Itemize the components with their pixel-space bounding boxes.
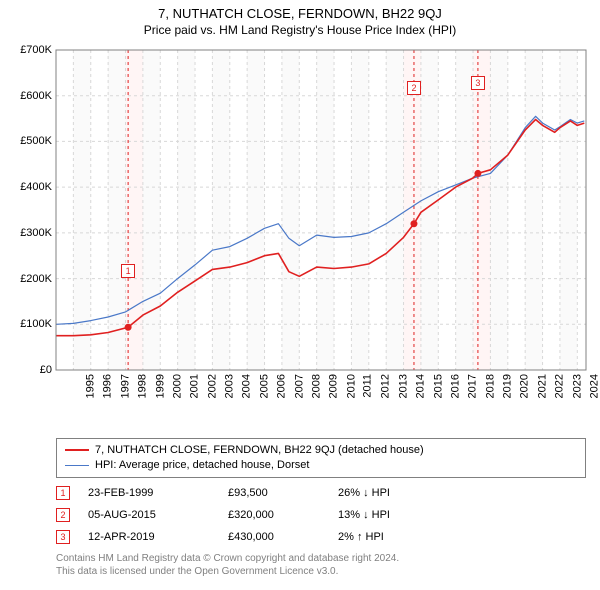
- attribution-line1: Contains HM Land Registry data © Crown c…: [56, 552, 586, 565]
- y-axis-label: £600K: [20, 90, 52, 102]
- sale-number-badge: 3: [56, 530, 70, 544]
- x-axis-label: 2013: [397, 374, 409, 398]
- title-sub: Price paid vs. HM Land Registry's House …: [0, 23, 600, 37]
- y-axis-label: £500K: [20, 135, 52, 147]
- sale-marker: 1: [121, 264, 135, 278]
- x-axis-label: 2001: [189, 374, 201, 398]
- sale-row: 2 05-AUG-2015£320,00013% ↓ HPI: [56, 504, 586, 526]
- y-axis-label: £400K: [20, 181, 52, 193]
- legend-swatch: [65, 465, 89, 466]
- x-axis-label: 1998: [137, 374, 149, 398]
- sale-date: 05-AUG-2015: [88, 509, 228, 521]
- chart-container: 7, NUTHATCH CLOSE, FERNDOWN, BH22 9QJ Pr…: [0, 0, 600, 590]
- sale-diff: 2% ↑ HPI: [338, 531, 478, 543]
- y-axis-label: £0: [40, 364, 52, 376]
- x-axis-label: 2011: [362, 374, 374, 398]
- sale-price: £93,500: [228, 487, 338, 499]
- x-axis-label: 1997: [119, 374, 131, 398]
- x-axis-label: 2016: [449, 374, 461, 398]
- attribution: Contains HM Land Registry data © Crown c…: [56, 552, 586, 578]
- x-axis-label: 2020: [519, 374, 531, 398]
- y-axis-label: £100K: [20, 318, 52, 330]
- x-axis-label: 2002: [206, 374, 218, 398]
- x-axis-label: 2003: [224, 374, 236, 398]
- sale-diff: 26% ↓ HPI: [338, 487, 478, 499]
- sale-marker: 3: [471, 76, 485, 90]
- titles: 7, NUTHATCH CLOSE, FERNDOWN, BH22 9QJ Pr…: [0, 0, 600, 37]
- x-axis-label: 2019: [502, 374, 514, 398]
- x-axis-label: 2014: [415, 374, 427, 398]
- legend-row: HPI: Average price, detached house, Dors…: [65, 458, 577, 473]
- x-axis-label: 2015: [432, 374, 444, 398]
- x-axis-label: 2009: [328, 374, 340, 398]
- x-axis-label: 1999: [154, 374, 166, 398]
- x-axis-label: 2000: [171, 374, 183, 398]
- sale-diff: 13% ↓ HPI: [338, 509, 478, 521]
- x-axis-label: 2021: [536, 374, 548, 398]
- chart-area: £0 £100K £200K £300K £400K £500K £600K £700K 19…: [0, 42, 600, 422]
- sale-number-badge: 2: [56, 508, 70, 522]
- sale-marker: 2: [407, 81, 421, 95]
- x-axis-label: 2023: [571, 374, 583, 398]
- sale-row: 3 12-APR-2019£430,0002% ↑ HPI: [56, 526, 586, 548]
- x-axis-label: 1995: [84, 374, 96, 398]
- y-axis-label: £200K: [20, 273, 52, 285]
- x-axis-label: 2018: [484, 374, 496, 398]
- x-axis-label: 2010: [345, 374, 357, 398]
- y-axis-label: £300K: [20, 227, 52, 239]
- x-axis-label: 2006: [276, 374, 288, 398]
- x-axis-label: 2005: [258, 374, 270, 398]
- sale-date: 12-APR-2019: [88, 531, 228, 543]
- sale-price: £430,000: [228, 531, 338, 543]
- legend-label: 7, NUTHATCH CLOSE, FERNDOWN, BH22 9QJ (d…: [95, 443, 424, 458]
- x-axis-label: 2022: [554, 374, 566, 398]
- sale-price: £320,000: [228, 509, 338, 521]
- x-axis-label: 1996: [102, 374, 114, 398]
- sale-date: 23-FEB-1999: [88, 487, 228, 499]
- x-axis-label: 2024: [588, 374, 600, 398]
- x-axis-label: 2008: [310, 374, 322, 398]
- y-axis-label: £700K: [20, 44, 52, 56]
- legend: 7, NUTHATCH CLOSE, FERNDOWN, BH22 9QJ (d…: [56, 438, 586, 478]
- chart-svg: [0, 42, 600, 422]
- title-main: 7, NUTHATCH CLOSE, FERNDOWN, BH22 9QJ: [0, 6, 600, 21]
- x-axis-label: 2017: [467, 374, 479, 398]
- attribution-line2: This data is licensed under the Open Gov…: [56, 565, 586, 578]
- x-axis-label: 2012: [380, 374, 392, 398]
- legend-row: 7, NUTHATCH CLOSE, FERNDOWN, BH22 9QJ (d…: [65, 443, 577, 458]
- sale-row: 1 23-FEB-1999£93,50026% ↓ HPI: [56, 482, 586, 504]
- legend-swatch: [65, 449, 89, 451]
- x-axis-label: 2007: [293, 374, 305, 398]
- sales-table: 1 23-FEB-1999£93,50026% ↓ HPI 2 05-AUG-2015…: [56, 482, 586, 548]
- x-axis-label: 2004: [241, 374, 253, 398]
- legend-label: HPI: Average price, detached house, Dors…: [95, 458, 309, 473]
- sale-number-badge: 1: [56, 486, 70, 500]
